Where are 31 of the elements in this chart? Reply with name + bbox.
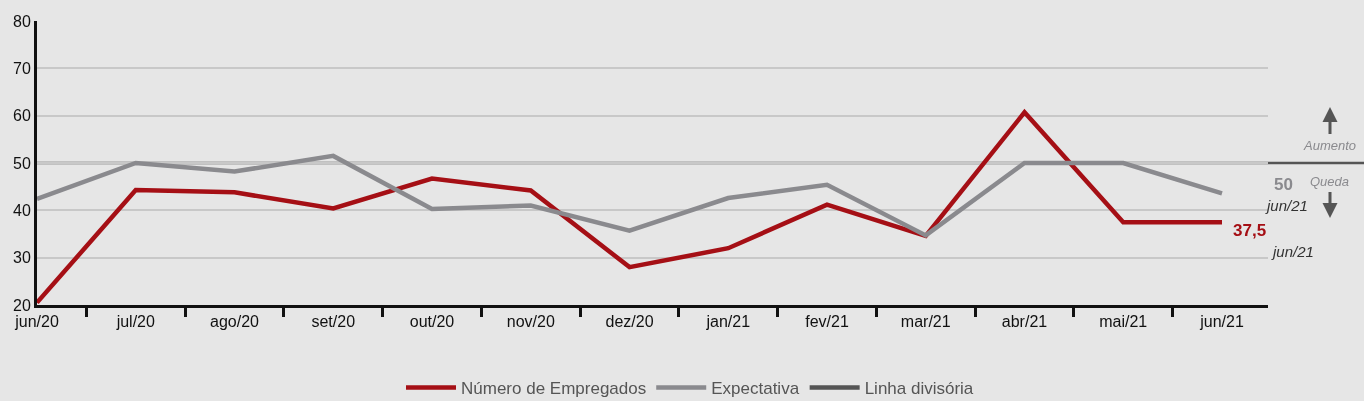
x-tick-label: set/20 bbox=[311, 313, 356, 331]
line-series bbox=[37, 110, 1225, 305]
x-tick-label: abr/21 bbox=[1001, 313, 1048, 331]
x-tick-label: dez/20 bbox=[605, 313, 654, 331]
y-tick-label: 60 bbox=[13, 107, 31, 125]
x-tick-label: jun/21 bbox=[1199, 313, 1244, 331]
annotation: jun/21 bbox=[1265, 197, 1308, 214]
x-tick-label: fev/21 bbox=[805, 313, 849, 331]
x-tick-label: jan/21 bbox=[705, 313, 751, 331]
y-tick-label: 40 bbox=[13, 201, 31, 219]
text: jun/21 bbox=[1271, 243, 1314, 260]
y-tick-label: 50 bbox=[13, 154, 31, 172]
y-tick-label: 30 bbox=[13, 249, 31, 267]
x-tick-label: mai/21 bbox=[1099, 313, 1148, 331]
data-label: 37,5 bbox=[1233, 221, 1267, 240]
x-tick-label: mar/21 bbox=[900, 313, 951, 331]
legend-label: Número de Empregados bbox=[461, 379, 647, 399]
line-series bbox=[37, 153, 1225, 238]
x-tick-label: jul/20 bbox=[115, 313, 155, 331]
legend-label: Linha divisória bbox=[864, 379, 974, 399]
y-tick-label: 80 bbox=[13, 12, 31, 30]
text: Queda bbox=[1310, 174, 1350, 189]
x-tick-label: ago/20 bbox=[210, 313, 260, 331]
x-tick-label: nov/20 bbox=[506, 313, 555, 331]
text: Aumento bbox=[1303, 138, 1357, 153]
x-tick-label: jun/20 bbox=[14, 313, 59, 331]
y-tick-label: 70 bbox=[13, 59, 31, 77]
y-tick-label: 20 bbox=[13, 296, 31, 314]
text: 50 bbox=[1274, 175, 1293, 194]
legend-label: Expectativa bbox=[711, 379, 800, 399]
x-tick-label: out/20 bbox=[409, 313, 455, 331]
